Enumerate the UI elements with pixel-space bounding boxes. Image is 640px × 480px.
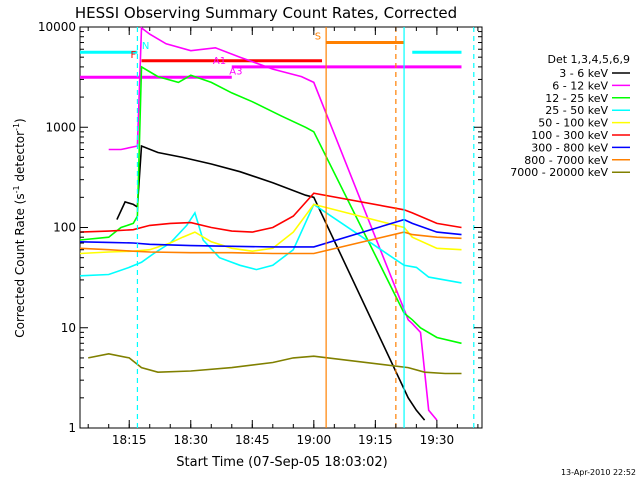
- legend-label-3-6-kev: 3 - 6 keV: [559, 67, 608, 80]
- legend-title: Det 1,3,4,5,6,9: [547, 53, 630, 66]
- annotation-label-s: S: [315, 32, 321, 43]
- x-tick-label: 18:15: [112, 433, 147, 447]
- series-line-3-6-kev: [116, 144, 426, 421]
- y-axis-label: Corrected Count Rate (s-1 detector-1): [12, 118, 27, 337]
- y-tick-label: 10000: [38, 20, 76, 34]
- annotation-label-f: F: [130, 50, 136, 61]
- x-tick-label: 19:00: [297, 433, 332, 447]
- y-axis-label-end: ): [13, 118, 27, 123]
- footer-timestamp: 13-Apr-2010 22:52: [561, 468, 636, 477]
- annotation-label-a1: A1: [213, 56, 226, 67]
- x-axis-label: Start Time (07-Sep-05 18:03:02): [176, 455, 387, 470]
- legend-label-25-50-kev: 25 - 50 keV: [545, 104, 608, 117]
- y-axis-label-mid: detector: [13, 131, 27, 186]
- x-tick-label: 19:15: [358, 433, 393, 447]
- series-line-800-7000-kev: [79, 231, 462, 255]
- y-axis-label-main: Corrected Count Rate (s: [13, 193, 27, 337]
- legend-label-50-100-kev: 50 - 100 keV: [538, 117, 608, 130]
- legend-label-12-25-kev: 12 - 25 keV: [545, 92, 608, 105]
- legend-label-7000-20000-kev: 7000 - 20000 keV: [510, 166, 608, 179]
- y-tick-label: 100: [53, 221, 76, 235]
- series-line-100-300-kev: [79, 192, 462, 233]
- legend-label-300-800-kev: 300 - 800 keV: [531, 141, 608, 154]
- legend-label-6-12-kev: 6 - 12 keV: [552, 79, 608, 92]
- y-tick-label: 1000: [45, 120, 76, 134]
- legend-label-100-300-kev: 100 - 300 keV: [531, 129, 608, 142]
- annotation-label-n: N: [142, 41, 149, 52]
- legend-label-800-7000-kev: 800 - 7000 keV: [524, 154, 608, 167]
- series-line-12-25-kev: [79, 65, 462, 345]
- series-line-50-100-kev: [79, 203, 462, 255]
- x-tick-label: 18:45: [235, 433, 270, 447]
- x-tick-label: 18:30: [173, 433, 208, 447]
- series-line-7000-20000-kev: [88, 352, 462, 375]
- y-tick-label: 1: [68, 421, 76, 435]
- y-axis-label-sup1: -1: [12, 185, 21, 193]
- series-line-6-12-kev: [108, 26, 438, 421]
- y-axis-label-sup2: -1: [12, 123, 21, 131]
- annotation-label-a3: A3: [229, 66, 242, 77]
- series-line-300-800-kev: [79, 218, 462, 248]
- x-tick-label: 19:30: [420, 433, 455, 447]
- y-tick-label: 10: [61, 321, 76, 335]
- chart-title: HESSI Observing Summary Count Rates, Cor…: [75, 4, 457, 22]
